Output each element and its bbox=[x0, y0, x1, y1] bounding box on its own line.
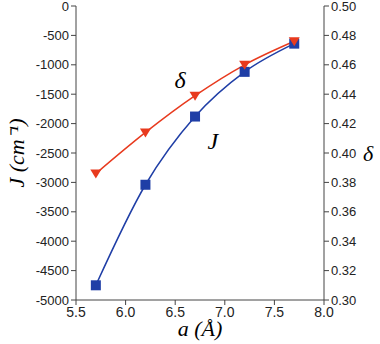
svg-text:0.40: 0.40 bbox=[331, 146, 356, 161]
svg-text:8.0: 8.0 bbox=[314, 303, 334, 320]
svg-text:6.5: 6.5 bbox=[165, 304, 185, 320]
svg-text:-4000: -4000 bbox=[36, 234, 69, 249]
svg-text:a (Å): a (Å) bbox=[177, 316, 223, 341]
svg-text:0.44: 0.44 bbox=[331, 87, 356, 102]
svg-text:-500: -500 bbox=[43, 28, 69, 43]
svg-text:-4500: -4500 bbox=[36, 263, 69, 278]
svg-text:0.42: 0.42 bbox=[331, 116, 356, 131]
svg-text:-1500: -1500 bbox=[36, 87, 69, 102]
svg-text:0.46: 0.46 bbox=[331, 57, 356, 72]
svg-text:0.32: 0.32 bbox=[331, 263, 356, 278]
svg-text:-2500: -2500 bbox=[36, 146, 69, 161]
svg-text:0.50: 0.50 bbox=[331, 0, 356, 14]
svg-text:-5000: -5000 bbox=[36, 293, 69, 308]
svg-text:0.34: 0.34 bbox=[331, 234, 356, 249]
svg-text:δ: δ bbox=[175, 67, 187, 93]
svg-text:0: 0 bbox=[62, 0, 69, 14]
svg-text:0.30: 0.30 bbox=[331, 293, 356, 308]
svg-text:-3500: -3500 bbox=[36, 204, 69, 219]
svg-text:6.0: 6.0 bbox=[116, 304, 136, 320]
svg-text:0.36: 0.36 bbox=[331, 204, 356, 219]
svg-text:0.38: 0.38 bbox=[331, 175, 356, 190]
svg-text:δ: δ bbox=[363, 141, 372, 166]
svg-text:J: J bbox=[208, 128, 220, 154]
svg-text:-1000: -1000 bbox=[36, 57, 69, 72]
svg-text:-3000: -3000 bbox=[36, 175, 69, 190]
svg-text:7.5: 7.5 bbox=[265, 304, 285, 320]
svg-text:0.48: 0.48 bbox=[331, 28, 356, 43]
svg-text:5.5: 5.5 bbox=[66, 304, 86, 320]
svg-text:J (cm⁻¹): J (cm⁻¹) bbox=[8, 118, 29, 187]
svg-text:7.0: 7.0 bbox=[215, 304, 235, 320]
svg-text:-2000: -2000 bbox=[36, 116, 69, 131]
